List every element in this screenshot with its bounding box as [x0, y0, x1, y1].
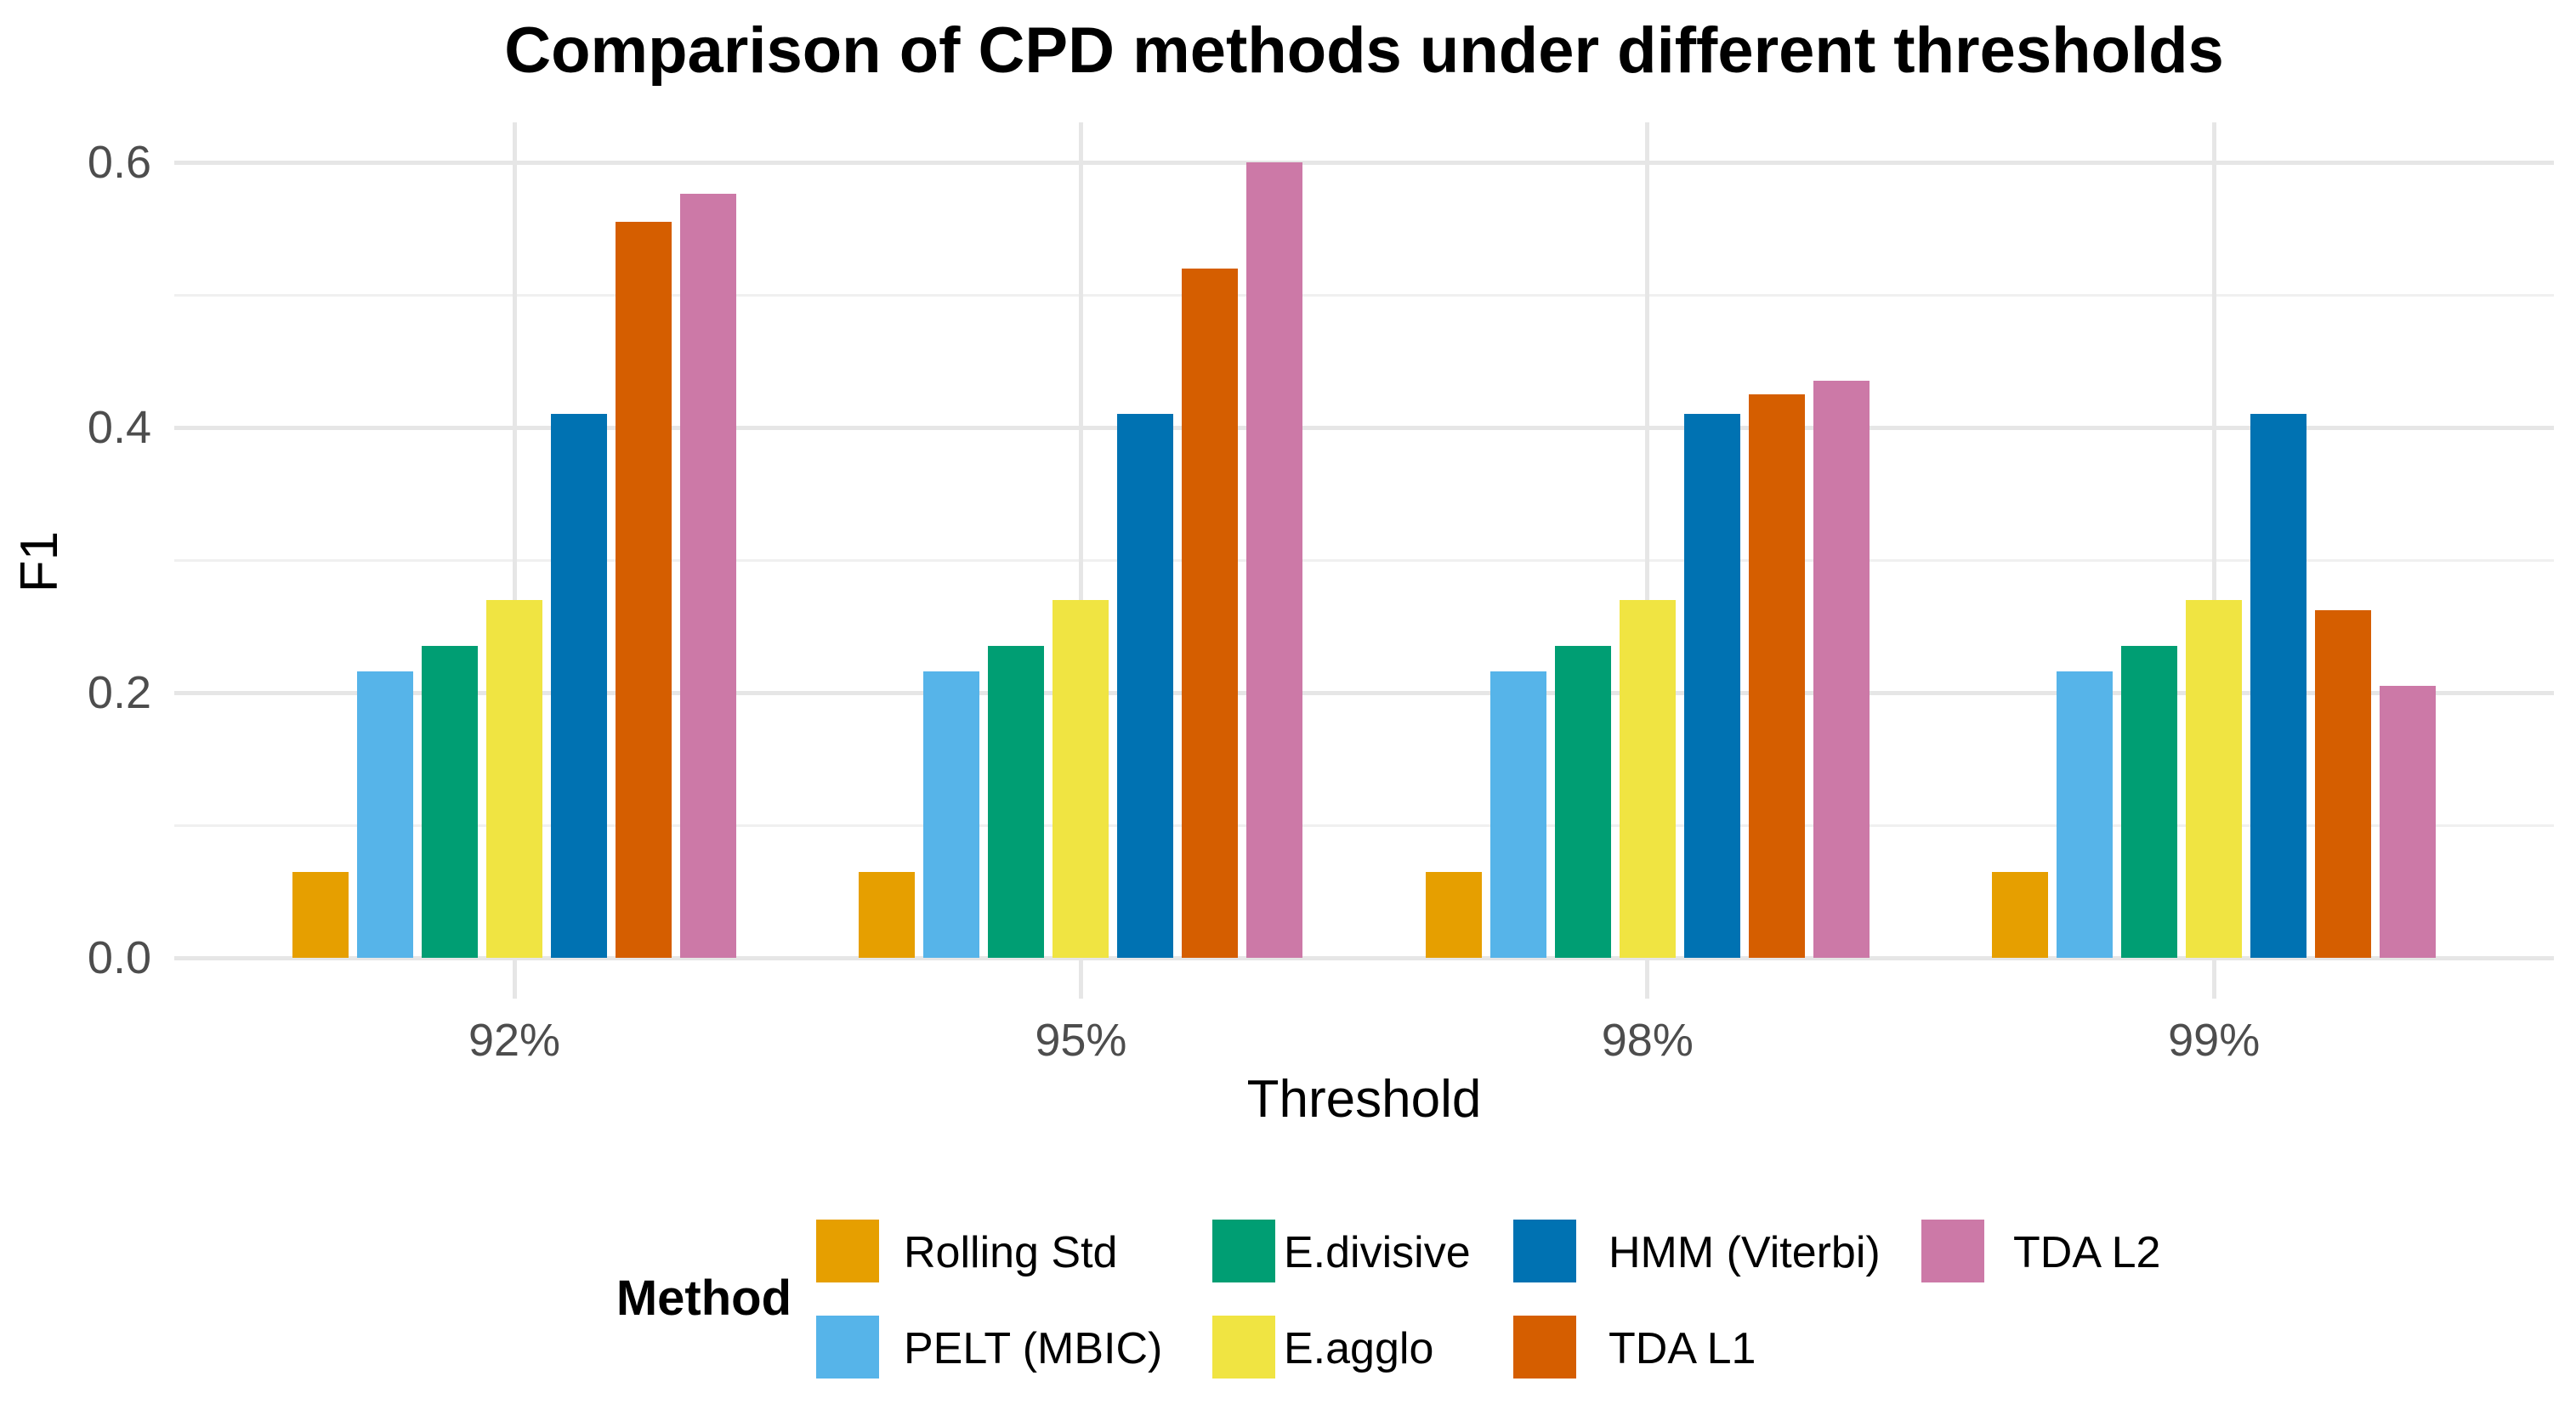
x-tick-label: 99%	[2168, 1015, 2261, 1066]
vertical-gridline	[2211, 122, 2216, 999]
legend-label: E.divisive	[1284, 1228, 1471, 1277]
vertical-gridline	[512, 122, 517, 999]
bar-tda-l2-99%	[2380, 686, 2437, 958]
bar-tda-l1-99%	[2315, 610, 2372, 958]
major-gridline	[174, 425, 2554, 430]
legend-label: HMM (Viterbi)	[1609, 1228, 1881, 1277]
bar-e-divisive-98%	[1554, 646, 1611, 958]
vertical-gridline	[1645, 122, 1650, 999]
x-tick-label: 95%	[1035, 1015, 1127, 1066]
bar-pelt-mbic--98%	[1489, 671, 1546, 958]
bar-rolling-std-95%	[859, 871, 916, 958]
legend-swatch-tda-l1	[1513, 1316, 1576, 1379]
bar-e-agglo-92%	[486, 599, 542, 958]
y-axis-title: F1	[10, 530, 69, 593]
y-tick-label: 0.6	[87, 137, 151, 188]
major-gridline	[174, 160, 2554, 165]
legend-swatch-pelt-mbic-	[816, 1316, 879, 1379]
bar-e-agglo-98%	[1619, 599, 1676, 958]
bar-e-agglo-99%	[2186, 599, 2243, 958]
bar-rolling-std-99%	[1992, 871, 2049, 958]
minor-gridline	[174, 293, 2554, 297]
minor-gridline	[174, 824, 2554, 827]
bar-tda-l2-98%	[1813, 381, 1870, 958]
legend-label: PELT (MBIC)	[904, 1324, 1163, 1373]
y-tick-label: 0.2	[87, 667, 151, 718]
legend-label: TDA L1	[1609, 1324, 1756, 1373]
legend-title: Method	[616, 1271, 792, 1326]
minor-gridline	[174, 558, 2554, 562]
y-tick-label: 0.0	[87, 932, 151, 983]
major-gridline	[174, 690, 2554, 695]
x-axis-title: Threshold	[1246, 1070, 1482, 1129]
legend-swatch-tda-l2	[1921, 1220, 1984, 1282]
x-tick-label: 92%	[468, 1015, 561, 1066]
bar-tda-l1-98%	[1748, 394, 1805, 958]
bar-hmm-viterbi--99%	[2250, 414, 2307, 958]
chart-title: Comparison of CPD methods under differen…	[504, 14, 2224, 87]
legend-swatch-rolling-std	[816, 1220, 879, 1282]
y-tick-label: 0.4	[87, 402, 151, 453]
bar-hmm-viterbi--92%	[551, 414, 607, 958]
legend-swatch-e-divisive	[1212, 1220, 1275, 1282]
legend-swatch-e-agglo	[1212, 1316, 1275, 1379]
x-tick-label: 98%	[1601, 1015, 1694, 1066]
bar-e-agglo-95%	[1053, 599, 1109, 958]
legend-swatch-hmm-viterbi-	[1513, 1220, 1576, 1282]
bar-tda-l2-92%	[680, 194, 736, 958]
legend-label: TDA L2	[2013, 1228, 2161, 1277]
bar-rolling-std-92%	[292, 871, 349, 958]
bar-pelt-mbic--92%	[357, 671, 413, 958]
vertical-gridline	[1078, 122, 1083, 999]
legend-label: Rolling Std	[904, 1228, 1118, 1277]
bar-hmm-viterbi--98%	[1683, 414, 1740, 958]
bar-rolling-std-98%	[1425, 871, 1482, 958]
bar-pelt-mbic--95%	[923, 671, 980, 958]
bar-pelt-mbic--99%	[2057, 671, 2114, 958]
bar-e-divisive-99%	[2121, 646, 2178, 958]
bar-e-divisive-95%	[988, 646, 1045, 958]
bar-tda-l1-92%	[616, 222, 672, 958]
bar-tda-l2-95%	[1246, 162, 1303, 958]
bar-hmm-viterbi--95%	[1117, 414, 1174, 958]
major-gridline	[174, 955, 2554, 960]
bar-tda-l1-95%	[1182, 268, 1239, 958]
bar-e-divisive-92%	[422, 646, 478, 958]
legend-label: E.agglo	[1284, 1324, 1434, 1373]
